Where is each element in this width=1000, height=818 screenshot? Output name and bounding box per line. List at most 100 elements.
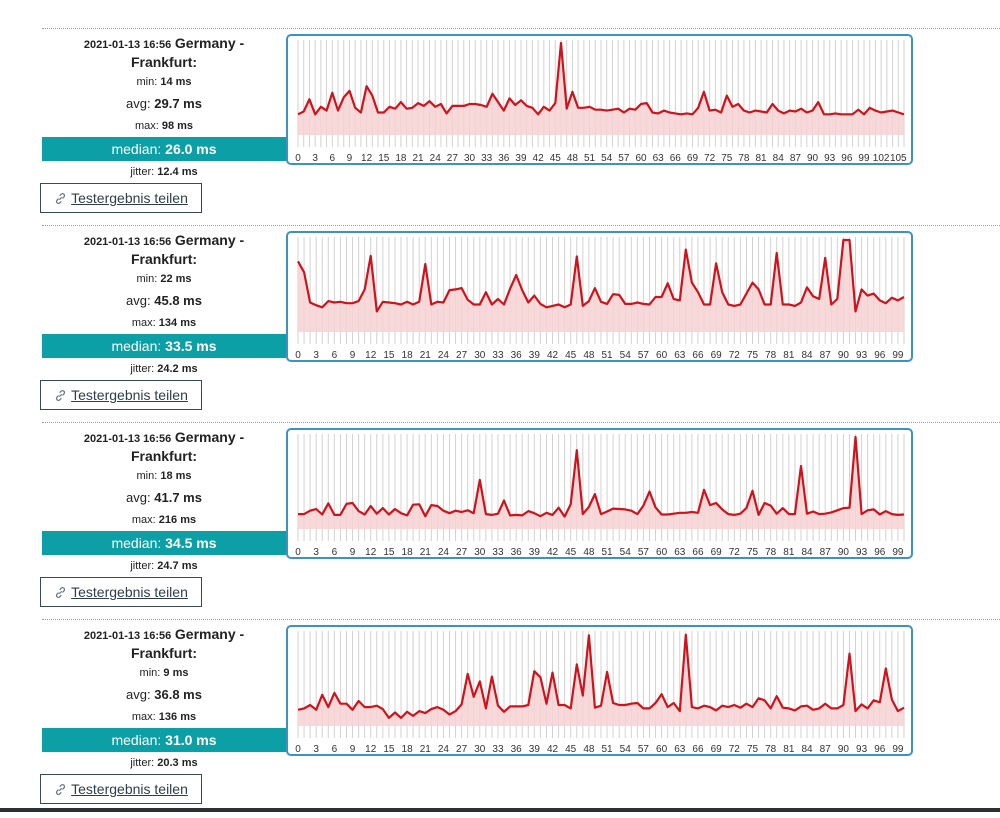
x-tick-label: 45 — [565, 547, 577, 557]
x-tick-label: 3 — [313, 350, 319, 360]
x-tick-label: 9 — [347, 153, 353, 163]
min-value: 14 ms — [160, 76, 192, 88]
avg-label: avg — [126, 293, 148, 308]
jitter-label: jitter — [130, 757, 152, 769]
jitter-label: jitter — [130, 166, 152, 178]
median-value: 26.0 ms — [165, 141, 217, 157]
max-stat: max: 136 ms — [131, 711, 197, 723]
share-result-button[interactable]: Testergebnis teilen — [40, 774, 202, 804]
jitter-stat: jitter: 24.2 ms — [130, 363, 198, 375]
max-stat: max: 98 ms — [134, 120, 194, 132]
x-tick-label: 81 — [783, 547, 795, 557]
x-tick-label: 96 — [874, 744, 886, 754]
x-tick-label: 51 — [601, 547, 613, 557]
jitter-label: jitter — [130, 560, 152, 572]
result-timestamp: 2021-01-13 16:56 — [83, 630, 172, 642]
x-tick-label: 90 — [838, 350, 850, 360]
median-label: median — [111, 338, 158, 354]
result-header: 2021-01-13 16:56 Germany - Frankfurt: — [42, 35, 286, 71]
max-value: 216 ms — [158, 514, 197, 526]
min-label: min — [136, 76, 155, 88]
x-tick-label: 6 — [330, 153, 336, 163]
x-tick-label: 24 — [438, 547, 450, 557]
median-value: 33.5 ms — [165, 338, 217, 354]
x-tick-label: 66 — [692, 744, 704, 754]
jitter-value: 12.4 ms — [157, 166, 198, 178]
avg-stat: avg: 29.7 ms — [126, 96, 202, 111]
x-tick-label: 18 — [402, 744, 414, 754]
avg-value: 45.8 ms — [154, 293, 202, 308]
x-tick-label: 96 — [841, 153, 853, 163]
result-location-line2: Frankfurt: — [130, 251, 198, 267]
median-stat: median: 34.5 ms — [42, 531, 286, 555]
max-stat: max: 134 ms — [131, 317, 197, 329]
max-label: max — [134, 120, 156, 132]
result-header: 2021-01-13 16:56 Germany - Frankfurt: — [42, 626, 286, 662]
x-tick-label: 84 — [801, 350, 813, 360]
share-result-button[interactable]: Testergebnis teilen — [40, 380, 202, 410]
share-label: Testergebnis teilen — [71, 584, 188, 600]
result-info: 2021-01-13 16:56 Germany - Frankfurt: mi… — [42, 30, 286, 183]
latency-area — [298, 240, 904, 332]
x-tick-label: 0 — [295, 350, 301, 360]
result-separator — [42, 422, 1000, 423]
result-timestamp: 2021-01-13 16:56 — [83, 236, 172, 248]
avg-label: avg — [126, 687, 148, 702]
x-tick-label: 36 — [511, 744, 523, 754]
x-tick-label: 93 — [856, 547, 868, 557]
x-tick-label: 69 — [711, 547, 723, 557]
x-tick-label: 63 — [653, 153, 665, 163]
x-tick-label: 72 — [729, 547, 741, 557]
link-icon — [56, 587, 66, 598]
result-location-line1: Germany - — [174, 626, 245, 642]
result-info: 2021-01-13 16:56 Germany - Frankfurt: mi… — [42, 621, 286, 774]
result-location-line1: Germany - — [174, 429, 245, 445]
x-tick-label: 36 — [511, 350, 523, 360]
result-header: 2021-01-13 16:56 Germany - Frankfurt: — [42, 429, 286, 465]
x-tick-label: 81 — [756, 153, 768, 163]
x-tick-label: 78 — [738, 153, 750, 163]
x-tick-label: 6 — [332, 744, 338, 754]
x-tick-label: 24 — [438, 350, 450, 360]
share-result-button[interactable]: Testergebnis teilen — [40, 183, 202, 213]
max-value: 134 ms — [158, 317, 197, 329]
x-tick-label: 75 — [747, 350, 759, 360]
x-tick-label: 87 — [820, 547, 832, 557]
latency-area — [298, 437, 904, 529]
x-tick-label: 27 — [456, 350, 468, 360]
x-tick-label: 33 — [481, 153, 493, 163]
x-tick-label: 60 — [656, 350, 668, 360]
x-tick-label: 48 — [583, 744, 595, 754]
share-label: Testergebnis teilen — [71, 781, 188, 797]
min-label: min — [139, 667, 158, 679]
median-label: median — [111, 732, 158, 748]
x-tick-label: 48 — [583, 547, 595, 557]
max-label: max — [131, 514, 153, 526]
x-tick-label: 45 — [565, 350, 577, 360]
x-tick-label: 81 — [783, 744, 795, 754]
result-location-line2: Frankfurt: — [130, 54, 198, 70]
x-tick-label: 42 — [547, 547, 559, 557]
share-result-button[interactable]: Testergebnis teilen — [40, 577, 202, 607]
link-icon — [56, 784, 66, 795]
x-tick-label: 9 — [350, 350, 356, 360]
x-tick-label: 63 — [674, 744, 686, 754]
result-timestamp: 2021-01-13 16:56 — [83, 39, 172, 51]
x-tick-label: 21 — [420, 547, 432, 557]
jitter-value: 24.2 ms — [157, 363, 198, 375]
avg-value: 29.7 ms — [154, 96, 202, 111]
x-tick-label: 27 — [456, 547, 468, 557]
x-tick-label: 39 — [529, 350, 541, 360]
result-info: 2021-01-13 16:56 Germany - Frankfurt: mi… — [42, 227, 286, 380]
x-tick-label: 57 — [618, 153, 630, 163]
jitter-label: jitter — [130, 363, 152, 375]
jitter-value: 20.3 ms — [157, 757, 198, 769]
x-tick-label: 9 — [350, 744, 356, 754]
avg-value: 41.7 ms — [154, 490, 202, 505]
x-tick-label: 0 — [295, 547, 301, 557]
x-tick-label: 54 — [620, 744, 632, 754]
x-tick-label: 78 — [765, 547, 777, 557]
result-info: 2021-01-13 16:56 Germany - Frankfurt: mi… — [42, 424, 286, 577]
x-tick-label: 12 — [365, 350, 377, 360]
x-tick-label: 36 — [498, 153, 510, 163]
